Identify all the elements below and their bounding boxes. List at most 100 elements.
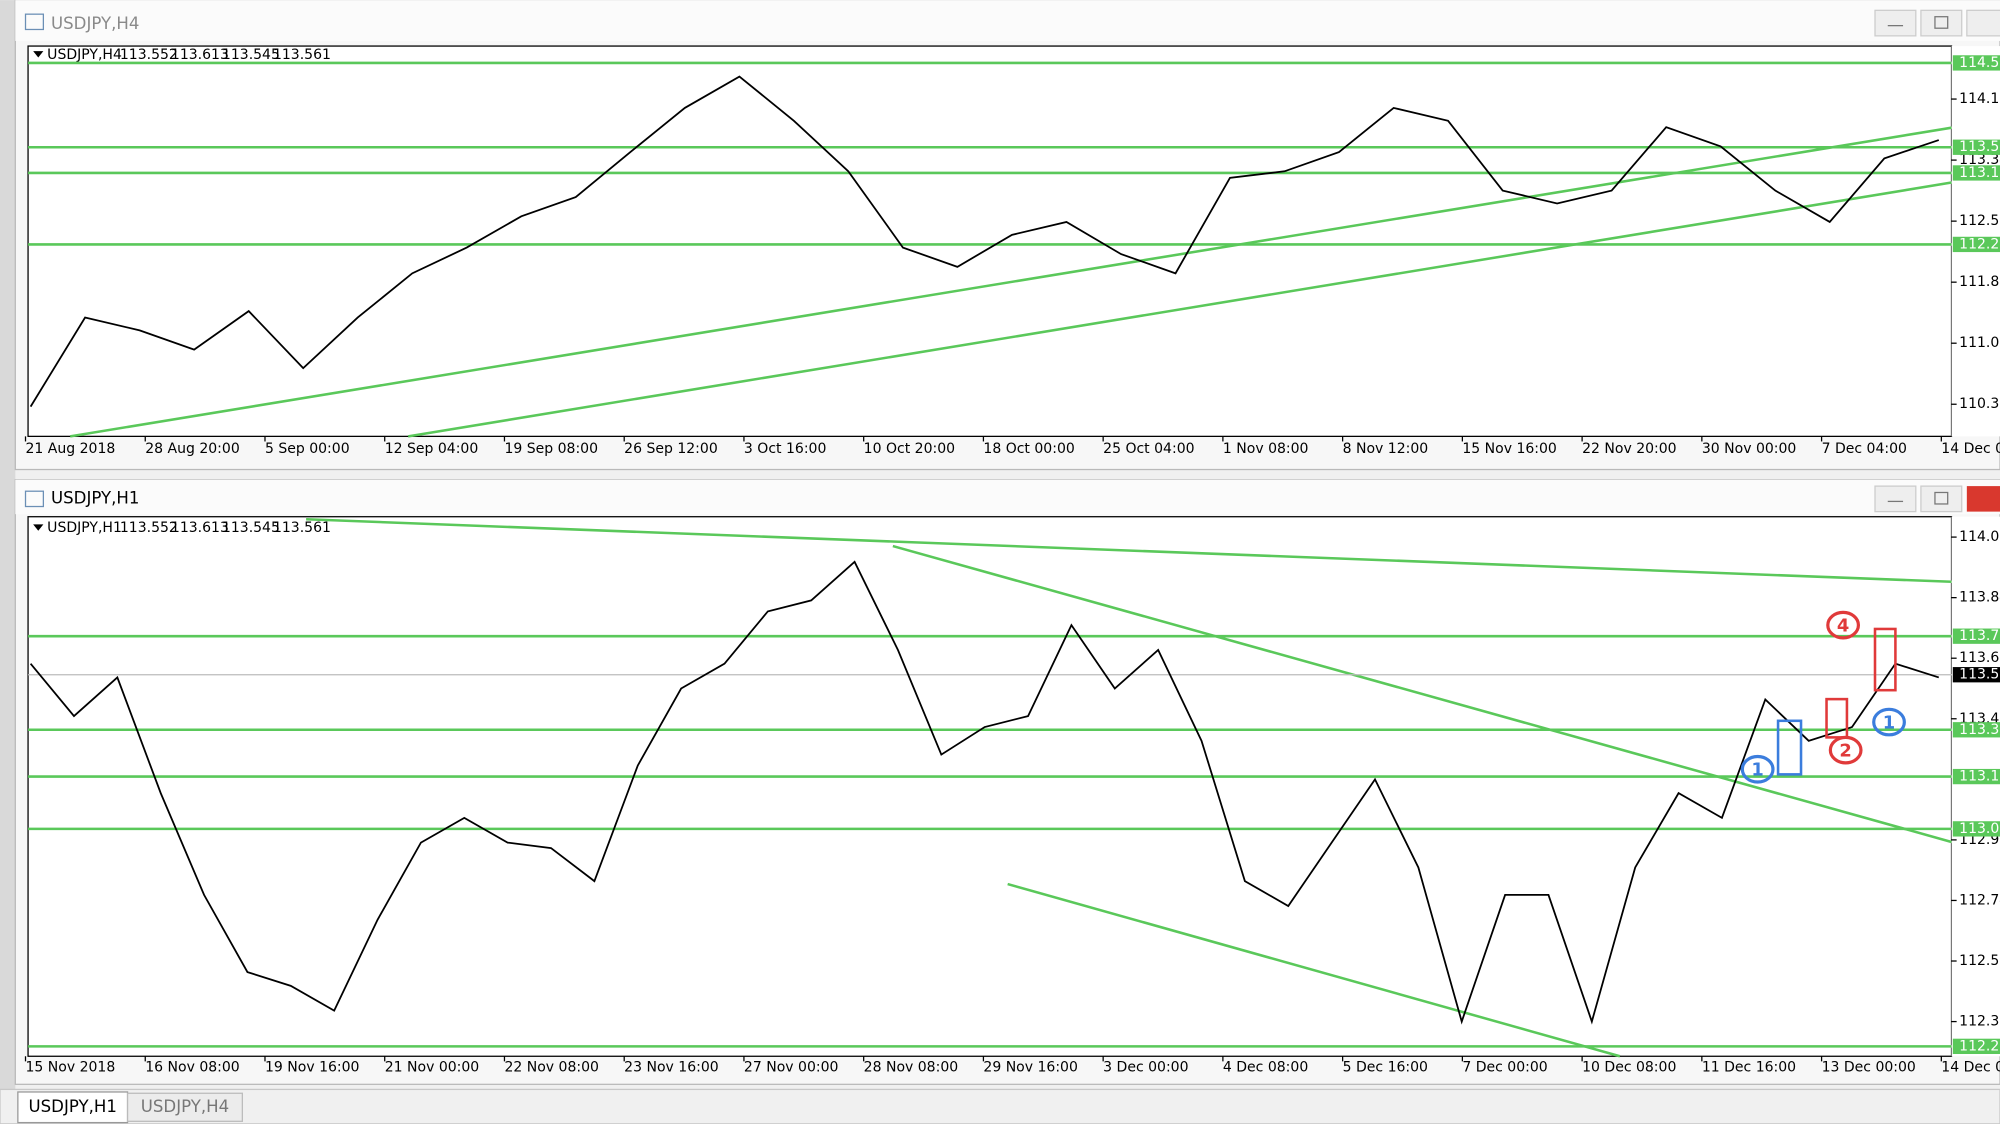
x-tick-label: 8 Nov 12:00 bbox=[1343, 441, 1429, 457]
y-tick-label: 114.06 bbox=[1959, 529, 2000, 545]
x-tick-label: 10 Oct 20:00 bbox=[864, 441, 955, 457]
x-tick-label: 14 Dec 08 bbox=[1941, 1060, 2000, 1076]
minimize-button[interactable] bbox=[1874, 485, 1917, 513]
level-label-box bbox=[1952, 768, 2000, 785]
x-tick-label: 13 Dec 00:00 bbox=[1822, 1060, 1916, 1076]
trend-line bbox=[1007, 882, 1621, 1058]
window-icon bbox=[24, 13, 45, 31]
level-label: 112.29 bbox=[1959, 236, 2000, 252]
x-tick-label: 15 Nov 2018 bbox=[26, 1060, 116, 1076]
x-tick-label: 3 Oct 16:00 bbox=[744, 441, 826, 457]
header-arrow bbox=[33, 51, 44, 58]
annotation-circle bbox=[1740, 754, 1775, 784]
tab-active[interactable] bbox=[17, 1091, 129, 1124]
x-tick-label: 30 Nov 00:00 bbox=[1702, 441, 1797, 457]
title-bar bbox=[15, 479, 2000, 515]
tab[interactable] bbox=[126, 1092, 243, 1122]
x-tick-label: 28 Aug 20:00 bbox=[145, 441, 240, 457]
annotation-box bbox=[1776, 719, 1803, 776]
x-tick-label: 1 Nov 08:00 bbox=[1223, 441, 1309, 457]
x-tick-label: 15 Nov 16:00 bbox=[1462, 441, 1557, 457]
level-label-box bbox=[1952, 55, 2000, 71]
window-icon bbox=[24, 490, 45, 508]
x-tick-label: 28 Nov 08:00 bbox=[864, 1060, 959, 1076]
trend-line bbox=[407, 181, 1952, 438]
annotation-circle bbox=[1826, 610, 1861, 640]
x-tick-label: 11 Dec 16:00 bbox=[1702, 1060, 1796, 1076]
x-tick-label: 14 Dec 08 bbox=[1941, 441, 2000, 457]
level-label: 113.50 bbox=[1959, 139, 2000, 155]
y-tick-label: 113.62 bbox=[1959, 650, 2000, 666]
y-tick-label: 111.06 bbox=[1959, 335, 2000, 351]
chart-area bbox=[27, 45, 1953, 437]
price-axis bbox=[1951, 516, 2000, 1057]
x-tick-label: 16 Nov 08:00 bbox=[145, 1060, 239, 1076]
level-label-box bbox=[1952, 139, 2000, 155]
level-label-box bbox=[1952, 165, 2000, 181]
annotation-label: 1 bbox=[1751, 760, 1763, 781]
tab-label[interactable]: USDJPY,H1 bbox=[29, 1097, 117, 1116]
y-tick-label: 112.58 bbox=[1959, 213, 2000, 229]
ohlc-value: 113.561 bbox=[273, 47, 331, 63]
y-tick-label: 110.30 bbox=[1959, 396, 2000, 412]
ohlc-value: 113.613 bbox=[171, 520, 229, 536]
price-line bbox=[29, 560, 1940, 1025]
x-tick-label: 5 Sep 00:00 bbox=[265, 441, 350, 457]
x-tick-label: 4 Dec 08:00 bbox=[1223, 1060, 1308, 1076]
chart-symbol: USDJPY,H4 bbox=[47, 47, 122, 63]
level-label: 114.55 bbox=[1959, 55, 2000, 71]
level-label: 113.19 bbox=[1959, 769, 2000, 785]
y-tick-label: 113.34 bbox=[1959, 152, 2000, 168]
x-tick-label: 21 Nov 00:00 bbox=[385, 1060, 480, 1076]
left-edge bbox=[0, 0, 16, 1124]
annotation-circle bbox=[1872, 707, 1906, 737]
ohlc-value: 113.545 bbox=[222, 47, 280, 63]
level-label-box bbox=[1952, 628, 2000, 644]
close-button[interactable] bbox=[1966, 486, 2000, 512]
annotation-box bbox=[1873, 627, 1897, 692]
ohlc-value: 113.613 bbox=[171, 47, 229, 63]
header-arrow bbox=[33, 524, 44, 531]
trend-line bbox=[306, 517, 1952, 584]
x-tick-label: 22 Nov 20:00 bbox=[1582, 441, 1677, 457]
chart-symbol: USDJPY,H1 bbox=[47, 520, 122, 536]
x-tick-label: 21 Aug 2018 bbox=[26, 441, 116, 457]
level-label: 113.70 bbox=[1959, 628, 2000, 644]
annotation-label: 4 bbox=[1837, 615, 1849, 636]
y-tick-label: 114.10 bbox=[1959, 91, 2000, 107]
trend-lines bbox=[69, 126, 1952, 438]
annotation-label: 1 bbox=[1883, 712, 1895, 733]
maximize-button[interactable] bbox=[1920, 485, 1963, 513]
price-label-box bbox=[1952, 667, 2000, 683]
tab-label[interactable]: USDJPY,H4 bbox=[141, 1097, 229, 1116]
x-tick-label: 3 Dec 00:00 bbox=[1103, 1060, 1188, 1076]
level-label: 113.36 bbox=[1959, 722, 2000, 738]
annotation-box bbox=[1825, 697, 1849, 739]
x-tick-label: 27 Nov 00:00 bbox=[744, 1060, 839, 1076]
price-line bbox=[29, 75, 1940, 408]
window-title: USDJPY,H4 bbox=[51, 14, 139, 33]
close-button[interactable] bbox=[1966, 9, 2000, 37]
level-label: 112.21 bbox=[1959, 1038, 2000, 1054]
chart-area bbox=[27, 516, 1953, 1057]
level-label-box bbox=[1952, 236, 2000, 253]
maximize-icon bbox=[1934, 16, 1949, 29]
y-tick-label: 111.82 bbox=[1959, 274, 2000, 290]
ohlc-value: 113.552 bbox=[120, 47, 178, 63]
ohlc-value: 113.545 bbox=[222, 520, 280, 536]
x-tick-label: 7 Dec 00:00 bbox=[1462, 1060, 1547, 1076]
x-tick-label: 25 Oct 04:00 bbox=[1103, 441, 1194, 457]
maximize-button[interactable] bbox=[1920, 9, 1963, 37]
level-label-box bbox=[1952, 821, 2000, 837]
x-tick-label: 10 Dec 08:00 bbox=[1582, 1060, 1676, 1076]
y-tick-label: 112.74 bbox=[1959, 892, 2000, 908]
maximize-icon bbox=[1934, 491, 1949, 505]
x-tick-label: 29 Nov 16:00 bbox=[983, 1060, 1078, 1076]
x-tick-label: 19 Sep 08:00 bbox=[504, 441, 598, 457]
y-tick-label: 112.52 bbox=[1959, 953, 2000, 969]
annotation-label: 2 bbox=[1839, 740, 1851, 761]
minimize-button[interactable] bbox=[1874, 9, 1917, 37]
trend-lines bbox=[306, 517, 1952, 1058]
x-tick-label: 19 Nov 16:00 bbox=[265, 1060, 360, 1076]
window-title: USDJPY,H1 bbox=[51, 488, 139, 507]
